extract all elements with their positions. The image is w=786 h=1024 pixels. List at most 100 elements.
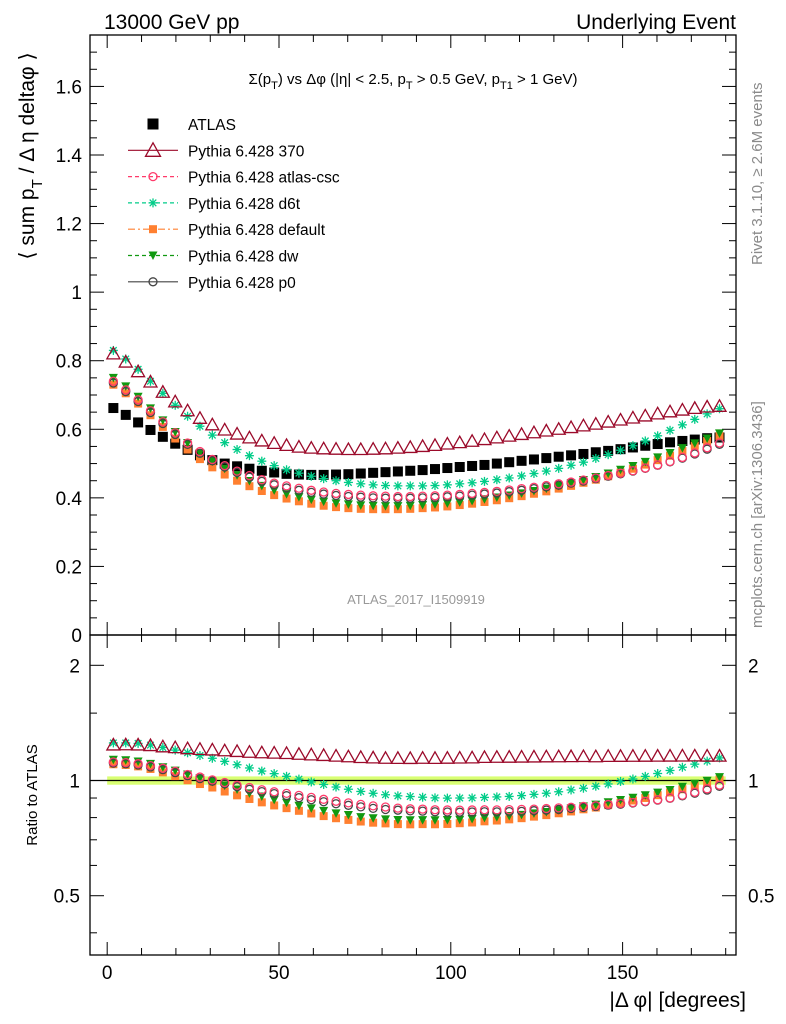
series-atlas [108, 403, 725, 480]
dw-point [653, 453, 663, 462]
star-stroke [579, 784, 588, 793]
atlas-point [590, 447, 601, 458]
atlas_csc-point [628, 466, 638, 476]
default-point [270, 491, 279, 500]
star-stroke [245, 451, 254, 460]
ratio-y-tick-label: 2 [69, 656, 80, 677]
star-stroke [282, 465, 291, 474]
atlas_csc-ratio-point [133, 759, 143, 769]
dw-ratio-point [195, 774, 205, 783]
p370-ratio-point [439, 750, 455, 764]
p370-ratio-point [489, 749, 505, 763]
atlas_csc-ratio-point [145, 760, 156, 771]
star-stroke [319, 474, 328, 483]
d6t-point [517, 471, 527, 481]
d6t-point [343, 477, 353, 487]
atlas-point [355, 468, 366, 479]
atlas_csc-ratio-point [554, 803, 564, 813]
star-stroke [604, 780, 612, 788]
atlas_csc-ratio-point [380, 802, 391, 812]
default-ratio-point [257, 798, 266, 807]
dw-point [405, 501, 415, 511]
p370-ratio-point [637, 748, 653, 762]
star-stroke [406, 482, 415, 490]
p370-ratio-point [130, 737, 146, 751]
star-stroke [270, 461, 278, 470]
atlas_csc-point [319, 487, 329, 497]
star-stroke [493, 475, 501, 484]
series-p0 [108, 378, 725, 503]
series-d6t [108, 345, 725, 491]
d6t-point [306, 471, 316, 481]
d6t-point [220, 438, 230, 448]
x-tick-label: 0 [102, 963, 113, 984]
atlas_csc-point [603, 470, 613, 481]
d6t-ratio-point [628, 774, 638, 784]
d6t-point [541, 466, 551, 476]
p370-ratio-point [674, 748, 691, 762]
atlas_csc-point [492, 486, 502, 496]
default-ratio-point [307, 809, 316, 818]
dw-ratio-point [319, 806, 329, 816]
p370-ratio-point [179, 740, 196, 755]
atlas_csc-point [677, 452, 688, 463]
star-stroke [431, 794, 439, 802]
star-stroke [592, 782, 600, 790]
d6t-ratio-point [455, 793, 465, 803]
legend-label: Pythia 6.428 dw [188, 249, 299, 266]
p370-ratio-point [217, 742, 233, 757]
legend-label: Pythia 6.428 p0 [188, 275, 296, 292]
default-ratio-point [319, 812, 328, 821]
d6t-point [467, 478, 477, 488]
dw-ratio-point [108, 755, 118, 765]
d6t-point [207, 430, 217, 440]
star-stroke [282, 772, 291, 781]
default-point [257, 487, 266, 495]
atlas_csc-ratio-point [479, 805, 490, 815]
atlas_csc-point [257, 475, 267, 485]
atlas_csc-point [591, 473, 601, 483]
star-stroke [258, 457, 266, 465]
dw-ratio-point [368, 814, 378, 823]
p370-point [167, 394, 183, 408]
main-y-axis-label: ⟨ sum pT / Δ η deltaφ ⟩ [16, 52, 46, 259]
d6t-ratio-point [467, 793, 477, 803]
d6t-point [158, 388, 168, 398]
default-ratio-point [282, 804, 291, 813]
atlas-point [652, 439, 663, 450]
star-stroke [592, 454, 600, 463]
default-ratio-point [220, 787, 229, 796]
star-stroke [678, 421, 687, 429]
dw-ratio-point [418, 816, 428, 825]
atlas_csc-ratio-point [158, 763, 168, 773]
p370-ratio-point [575, 748, 592, 763]
p0-ratio-point [331, 799, 341, 809]
atlas-point [442, 463, 453, 474]
atlas_csc-point [182, 438, 193, 448]
d6t-ratio-point [232, 760, 242, 770]
atlas_csc-point [306, 485, 316, 495]
d6t-ratio-point [430, 793, 440, 803]
d6t-point [368, 480, 378, 490]
default-ratio-point [245, 794, 254, 803]
p370-point [427, 437, 443, 452]
dw-point [306, 495, 316, 505]
d6t-point [628, 441, 638, 451]
legend-marker [148, 277, 158, 287]
p370-point [588, 416, 604, 430]
atlas_csc-point [554, 479, 564, 489]
atlas-point [380, 467, 391, 478]
p370-ratio-point [278, 745, 295, 760]
star-stroke [319, 780, 328, 789]
ratio-series-d6t [108, 738, 725, 803]
p370-point [650, 406, 666, 420]
p370-ratio-point [167, 739, 183, 754]
p0-ratio-point [306, 795, 316, 805]
p370-point [551, 421, 567, 435]
d6t-ratio-point [183, 748, 193, 758]
d6t-point [554, 463, 564, 473]
d6t-point [653, 431, 663, 441]
p370-ratio-point [402, 750, 418, 765]
star-stroke [443, 794, 452, 802]
